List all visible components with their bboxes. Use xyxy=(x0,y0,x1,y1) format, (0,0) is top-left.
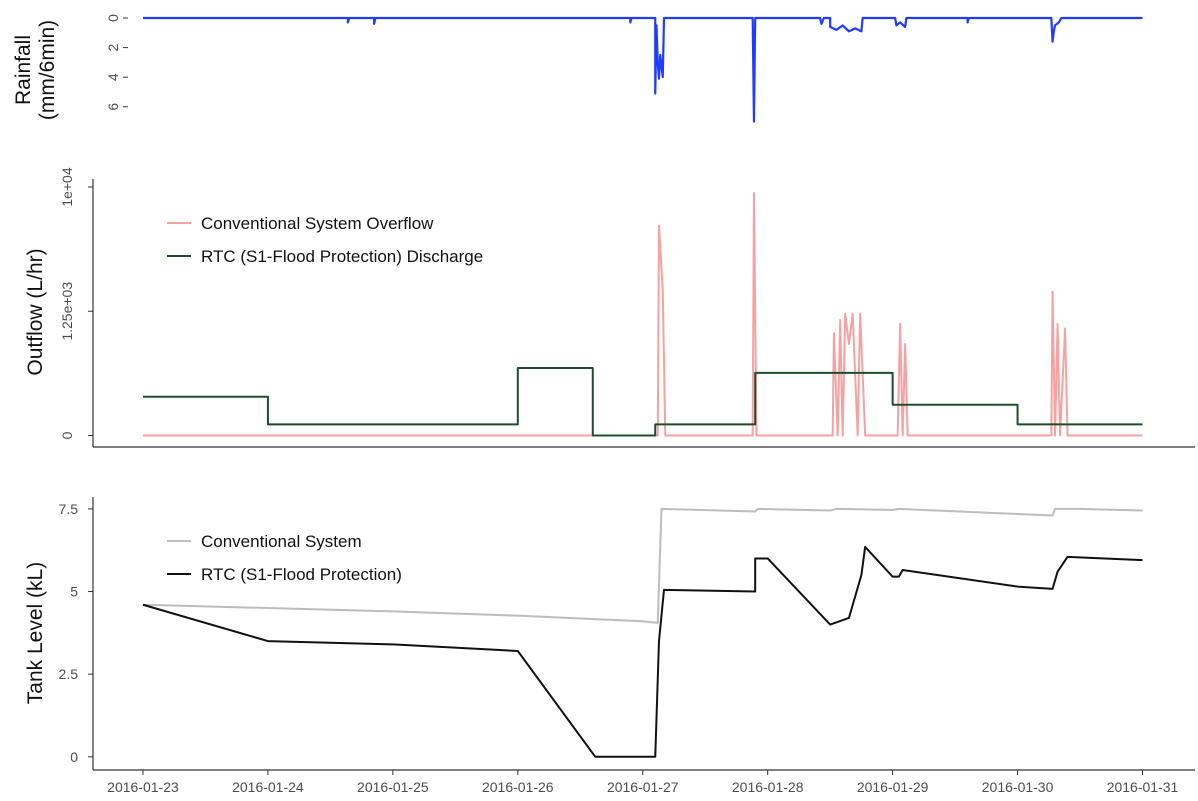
y-tick-label: 7.5 xyxy=(59,501,79,517)
x-tick-label: 2016-01-24 xyxy=(232,779,304,795)
x-tick-label: 2016-01-26 xyxy=(482,779,554,795)
legend-label: RTC (S1-Flood Protection) xyxy=(201,565,402,584)
x-tick-label: 2016-01-30 xyxy=(982,779,1054,795)
y-tick-label: 1e+04 xyxy=(59,167,75,207)
data-line xyxy=(142,367,1143,437)
y-tick-label: 0 xyxy=(70,749,78,765)
data-line xyxy=(142,545,1143,758)
legend-label: RTC (S1-Flood Protection) Discharge xyxy=(201,247,483,266)
legend-label: Conventional System xyxy=(201,532,362,551)
y-axis-label: Tank Level (kL) xyxy=(24,562,47,704)
y-tick-label: 6 xyxy=(105,103,121,111)
x-tick-label: 2016-01-29 xyxy=(857,779,929,795)
x-tick-label: 2016-01-31 xyxy=(1107,779,1179,795)
y-tick-label: 2.5 xyxy=(59,666,79,682)
y-tick-label: 0 xyxy=(105,14,121,22)
x-tick-label: 2016-01-23 xyxy=(107,779,179,795)
y-axis-label: Rainfall xyxy=(12,35,35,105)
x-tick-label: 2016-01-27 xyxy=(607,779,679,795)
y-axis-label: Outflow (L/hr) xyxy=(24,248,47,375)
y-axis-label: (mm/6min) xyxy=(36,20,59,120)
x-tick-label: 2016-01-25 xyxy=(357,779,429,795)
y-tick-label: 2 xyxy=(105,43,121,51)
y-tick-label: 4 xyxy=(105,73,121,81)
x-tick-label: 2016-01-28 xyxy=(732,779,804,795)
data-line xyxy=(142,507,1143,624)
y-tick-label: 5 xyxy=(70,584,78,600)
data-line xyxy=(142,191,1143,437)
y-tick-label: 1.25e+03 xyxy=(59,282,75,341)
y-tick-label: 0 xyxy=(59,431,75,439)
data-line xyxy=(142,16,1143,123)
legend-label: Conventional System Overflow xyxy=(201,214,434,233)
